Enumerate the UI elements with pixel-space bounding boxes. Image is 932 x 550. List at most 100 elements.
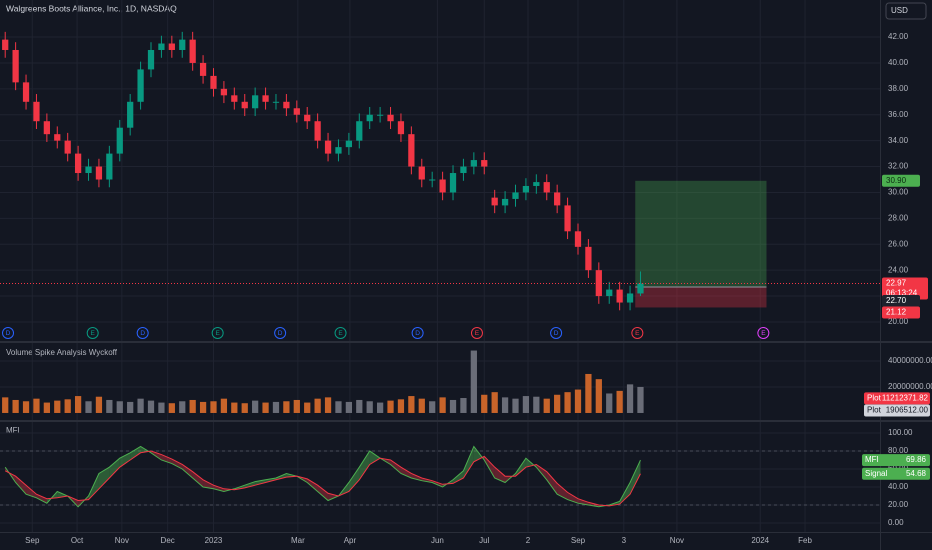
x-tick-label: Dec xyxy=(161,536,175,545)
plot-label-box xyxy=(864,392,930,405)
mfi-fill xyxy=(463,446,474,478)
volume-bar xyxy=(74,396,82,413)
candle-body xyxy=(491,197,498,206)
volume-bar xyxy=(189,399,196,413)
y-tick-label: 36.00 xyxy=(888,110,909,119)
candle-body xyxy=(127,101,134,128)
mfi-fill xyxy=(400,467,412,478)
mfi-title: MFI xyxy=(6,426,20,435)
event-marker xyxy=(211,327,224,339)
candle-body xyxy=(262,95,269,102)
event-label: D xyxy=(415,330,420,337)
event-marker xyxy=(274,327,287,339)
volume-bar xyxy=(626,384,634,413)
mfi-fill xyxy=(213,485,224,492)
candle-body xyxy=(85,166,92,174)
candle-body xyxy=(116,127,123,154)
mfi-fill xyxy=(15,476,27,495)
candle-body xyxy=(564,205,571,232)
candle-body xyxy=(189,39,196,63)
y-tick-label: 40.00 xyxy=(888,482,909,491)
mfi-fill xyxy=(192,471,204,487)
position-profit-zone xyxy=(635,180,767,287)
candle-body xyxy=(585,246,592,271)
volume-bar xyxy=(127,401,134,413)
series-label-box xyxy=(862,454,930,467)
mfi-fill xyxy=(36,494,47,504)
plot-value: 11212371.82 xyxy=(882,394,929,403)
target-label: 30.90 xyxy=(886,176,907,185)
candle-body xyxy=(106,153,113,180)
mfi-fill xyxy=(359,450,370,480)
candle-body xyxy=(43,121,50,135)
volume-bar xyxy=(116,401,123,413)
volume-bar xyxy=(366,401,373,413)
volume-bar xyxy=(616,390,623,413)
y-tick-label: 40000000.00 xyxy=(888,356,932,365)
x-tick-label: 2 xyxy=(526,536,531,545)
candle-body xyxy=(387,114,394,122)
event-marker xyxy=(631,327,644,339)
currency-label[interactable]: USD xyxy=(891,6,908,15)
event-label: E xyxy=(635,330,640,337)
plot-name: Plot xyxy=(867,394,882,403)
candle-body xyxy=(626,293,634,303)
candle-body xyxy=(554,192,561,206)
event-marker xyxy=(550,327,563,339)
volume-bar xyxy=(460,398,467,413)
volume-bar xyxy=(606,393,613,413)
series-label-box xyxy=(862,467,930,480)
mfi-fill xyxy=(119,452,131,468)
event-marker xyxy=(86,327,99,339)
currency-button[interactable] xyxy=(885,2,927,20)
volume-bar xyxy=(481,394,488,413)
mfi-fill xyxy=(98,467,110,489)
volume-bar xyxy=(293,399,300,413)
mfi-fill xyxy=(390,459,401,474)
candle-body xyxy=(314,121,321,141)
volume-bar xyxy=(585,373,592,413)
series-last-value: 54.68 xyxy=(906,469,927,478)
candle-body xyxy=(616,289,623,303)
candle-body xyxy=(522,185,530,193)
volume-bar xyxy=(324,397,332,413)
volume-bar xyxy=(12,399,19,413)
candle-body xyxy=(418,166,425,180)
volume-bar xyxy=(449,399,457,413)
mfi-fill xyxy=(317,485,329,501)
volume-bar xyxy=(554,394,561,413)
mfi-fill xyxy=(546,471,558,495)
candle-body xyxy=(33,101,40,122)
candle-body xyxy=(2,39,9,50)
x-tick-label: Oct xyxy=(71,536,84,545)
event-label: D xyxy=(140,330,145,337)
mfi-fill xyxy=(171,459,183,469)
volume-bar xyxy=(595,379,602,413)
candle-body xyxy=(429,179,436,181)
volume-bar xyxy=(574,389,582,413)
mfi-fill xyxy=(557,483,568,500)
stop-label: 21.12 xyxy=(886,308,907,317)
volume-title: Volume Spike Analysis Wyckoff xyxy=(6,348,118,357)
candle-body xyxy=(606,289,613,297)
event-label: E xyxy=(338,330,343,337)
mfi-fill xyxy=(244,481,256,488)
mfi-fill xyxy=(411,473,422,481)
x-tick-label: Sep xyxy=(571,536,586,545)
candle-body xyxy=(272,101,280,103)
volume-bar xyxy=(231,402,238,413)
volume-bar xyxy=(158,402,165,413)
x-tick-label: Nov xyxy=(670,536,684,545)
candle-body xyxy=(179,39,186,50)
mfi-line xyxy=(4,445,641,508)
plot-label-box xyxy=(864,404,930,417)
y-tick-label: 32.00 xyxy=(888,162,909,171)
volume-bar xyxy=(345,401,352,413)
candle-body xyxy=(210,75,217,89)
position-loss-zone xyxy=(635,286,767,308)
volume-bar xyxy=(22,401,30,413)
volume-bar xyxy=(387,400,394,413)
volume-bar xyxy=(637,386,644,413)
candle-body xyxy=(366,114,373,122)
